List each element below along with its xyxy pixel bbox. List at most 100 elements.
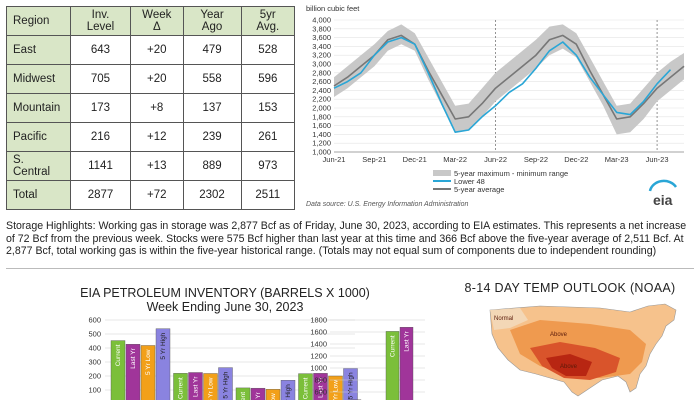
x-tick-label: Sep-22	[524, 155, 548, 164]
x-tick-labels: Jun-21 Sep-21 Dec-21 Mar-22 Jun-22 Sep-22 Dec-…	[323, 155, 669, 164]
table-cell: 889	[182, 151, 242, 181]
series-5yr-average	[333, 34, 685, 120]
bar-label: 5 Yr Low	[270, 393, 277, 400]
bar-label: 5 Yr High	[285, 384, 292, 400]
eia-logo: eia	[648, 179, 678, 208]
table-cell: 705	[69, 64, 132, 94]
table-row: Pacific 216 +12 239 261	[6, 122, 296, 152]
legend-swatch-range	[433, 170, 451, 176]
y-tick-labels: 1,0001,2001,4001,6001,8002,0002,2002,400…	[312, 16, 331, 157]
y-tick-label: 800	[314, 376, 327, 385]
bar-5-yr-low	[328, 375, 343, 400]
table-cell: 643	[69, 35, 132, 65]
bar-last-yr	[250, 387, 266, 400]
y-tick-labels: 40060080010001200140016001800	[310, 316, 327, 400]
temp-outlook-title: 8-14 DAY TEMP OUTLOOK (NOAA)	[464, 281, 676, 295]
bar-label: 5 Yr High	[348, 372, 355, 399]
y-tick-label: 400	[88, 344, 101, 353]
y-tick-label: 1800	[310, 316, 327, 325]
y-tick-label: 1,400	[312, 130, 331, 139]
y-tick-label: 3,400	[312, 42, 331, 51]
logo-arc	[648, 179, 678, 192]
temp-outlook-map: Normal Above Above	[489, 303, 677, 397]
table-row: East 643 +20 479 528	[6, 35, 296, 65]
y-tick-label: 2,600	[312, 77, 331, 86]
header-week-delta: Week Δ	[130, 6, 184, 36]
header-year-ago: Year Ago	[182, 6, 242, 36]
y-tick-label: 1200	[310, 352, 327, 361]
y-tick-label: 3,800	[312, 24, 331, 33]
divider	[6, 268, 694, 269]
petroleum-bar-chart-2: 40060080010001200140016001800 CurrentLas…	[310, 316, 425, 400]
y-tick-label: 500	[88, 330, 101, 339]
table-cell: 596	[240, 64, 296, 94]
y-tick-label: 300	[88, 358, 101, 367]
table-row: Midwest 705 +20 558 596	[6, 64, 296, 94]
map-label-above: Above	[550, 332, 568, 338]
table-row: S. Central 1141 +13 889 973	[6, 151, 296, 181]
eia-logo-text: eia	[653, 192, 673, 208]
range-band	[334, 24, 684, 135]
table-cell: +20	[130, 64, 184, 94]
table-cell: 2877	[69, 180, 132, 210]
y-tick-label: 600	[88, 316, 101, 325]
table-header-row: Region Inv. Level Week Δ Year Ago 5yr Av…	[6, 6, 296, 36]
table-cell: Pacific	[6, 122, 71, 152]
bar-label: 5 Yr Low	[208, 377, 215, 400]
grid	[334, 19, 684, 153]
table-row-total: Total 2877 +72 2302 2511	[6, 180, 296, 210]
bars: Current Last Yr	[347, 326, 414, 400]
y-tick-label: 2,800	[312, 68, 331, 77]
table-cell: 137	[182, 93, 242, 123]
y-tick-label: 1000	[310, 364, 327, 373]
legend-5yr: 5-year average	[454, 185, 504, 194]
x-tick-label: Sep-21	[362, 155, 386, 164]
bar-current	[110, 340, 126, 400]
bar-5-yr-low	[265, 389, 281, 400]
bar-label: Last Yr	[318, 377, 325, 398]
y-tick-label: 2,000	[312, 104, 331, 113]
y-tick-label: 3,000	[312, 60, 331, 69]
table-cell: Mountain	[6, 93, 71, 123]
table-cell: S. Central	[6, 151, 71, 181]
bar-label: Last Yr	[130, 347, 137, 368]
bar-label: Current	[178, 377, 185, 399]
bar-5-yr-high	[218, 367, 233, 400]
y-tick-label: 600	[314, 388, 327, 397]
bar-last-yr	[399, 326, 414, 400]
y-tick-label: 1,600	[312, 121, 331, 130]
bar-label: Current	[240, 392, 247, 400]
table-cell: +72	[130, 180, 184, 210]
y-tick-label: 2,400	[312, 86, 331, 95]
table-cell: 173	[69, 93, 132, 123]
header-inv-level: Inv. Level	[69, 6, 132, 36]
bar-label: Current	[390, 335, 397, 357]
data-source: Data source: U.S. Energy Information Adm…	[306, 201, 468, 208]
table-cell: 1141	[69, 151, 132, 181]
table-cell: +12	[130, 122, 184, 152]
y-tick-label: 1,000	[312, 148, 331, 157]
x-tick-label: Dec-22	[564, 155, 588, 164]
bar-label: Last Yr	[193, 376, 200, 397]
bar-current	[173, 373, 188, 400]
table-cell: 479	[182, 35, 242, 65]
region-above-strongest	[546, 354, 592, 376]
bar-current	[298, 373, 313, 400]
bar-label: 5 Yr Low	[145, 349, 152, 375]
map-label-above-2: Above	[560, 364, 578, 370]
y-tick-label: 1,800	[312, 112, 331, 121]
bar-5-yr-low	[140, 345, 156, 400]
table-cell: Midwest	[6, 64, 71, 94]
table-cell: 239	[182, 122, 242, 152]
y-tick-label: 4,000	[312, 16, 331, 25]
y-tick-label: 1400	[310, 340, 327, 349]
legend: 5-year maximum - minimum range Lower 48 …	[433, 169, 568, 194]
table-cell: 2302	[182, 180, 242, 210]
petroleum-title: EIA PETROLEUM INVENTORY (BARRELS X 1000)…	[40, 286, 410, 314]
table-cell: East	[6, 35, 71, 65]
bar-5-yr-high	[280, 379, 296, 400]
table-cell: 558	[182, 64, 242, 94]
y-tick-label: 1,200	[312, 139, 331, 148]
bar-current	[385, 331, 400, 400]
bar-label: 5 Yr Low	[333, 380, 340, 400]
